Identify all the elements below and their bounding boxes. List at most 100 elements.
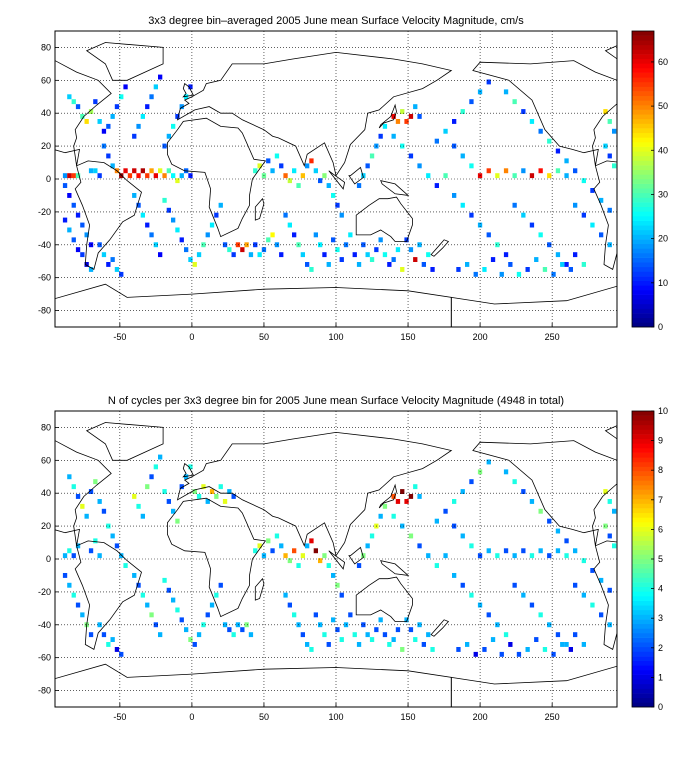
heatmap-cell — [607, 499, 612, 504]
heatmap-cell — [331, 573, 336, 578]
heatmap-cell — [106, 153, 111, 159]
heatmap-cell — [101, 508, 107, 514]
heatmap-cell — [67, 548, 72, 554]
heatmap-cell — [88, 267, 94, 272]
heatmap-cell — [179, 173, 184, 179]
heatmap-cell — [404, 119, 409, 124]
heatmap-cell — [84, 513, 89, 519]
heatmap-cell — [607, 207, 612, 213]
heatmap-cell — [339, 257, 344, 262]
heatmap-cell — [80, 252, 85, 258]
heatmap-cell — [417, 543, 422, 549]
heatmap-cell — [395, 247, 401, 253]
heatmap-cell — [140, 168, 145, 174]
colorbar-segment — [632, 91, 654, 97]
heatmap-cell — [166, 499, 171, 504]
heatmap-cell — [512, 173, 517, 179]
colorbar-segment — [632, 77, 654, 83]
heatmap-cell — [555, 252, 561, 258]
heatmap-cell — [395, 499, 401, 504]
heatmap-cell — [564, 538, 569, 544]
colorbar-segment — [632, 271, 654, 277]
heatmap-cell — [205, 232, 210, 238]
heatmap-cell — [309, 158, 314, 164]
heatmap-cell — [607, 119, 612, 124]
heatmap-cell — [153, 464, 158, 470]
heatmap-cell — [101, 632, 107, 638]
heatmap-cell — [158, 454, 163, 460]
heatmap-cell — [71, 99, 76, 105]
chart-title: 3x3 degree bin–averaged 2005 June mean S… — [148, 15, 524, 27]
heatmap-cell — [486, 168, 491, 174]
heatmap-cell — [240, 627, 245, 633]
heatmap-cell — [469, 99, 474, 105]
heatmap-cell — [153, 173, 158, 179]
heatmap-cell — [88, 168, 94, 174]
colorbar-segment — [632, 169, 654, 175]
coastline — [355, 196, 413, 242]
heatmap-cell — [75, 543, 81, 549]
heatmap-cell — [88, 548, 94, 554]
coastline — [55, 440, 112, 546]
heatmap-cell — [391, 114, 396, 119]
colorbar-segment — [632, 234, 654, 240]
colorbar-segment — [632, 266, 654, 272]
coastline — [472, 440, 617, 546]
heatmap-cell — [318, 622, 323, 628]
heatmap-cell — [547, 173, 552, 179]
heatmap-cell — [305, 163, 310, 169]
coastline — [176, 51, 453, 177]
heatmap-cell — [503, 252, 509, 258]
colorbar-segment — [632, 642, 654, 648]
colorbar-segment — [632, 485, 654, 490]
heatmap-cell — [452, 193, 457, 198]
heatmap-cell — [132, 133, 137, 139]
coastline — [176, 431, 453, 557]
heatmap-cell — [75, 494, 81, 499]
colorbar-segment — [632, 591, 654, 597]
heatmap-cell — [573, 202, 578, 208]
heatmap-cell — [253, 548, 258, 554]
heatmap-cell — [503, 632, 509, 638]
heatmap-cell — [434, 138, 439, 144]
colorbar-tick-label: 10 — [658, 278, 668, 288]
heatmap-cell — [378, 133, 383, 139]
colorbar-segment — [632, 165, 654, 171]
colorbar-segment — [632, 586, 654, 592]
heatmap-cell — [75, 173, 81, 179]
heatmap-cell — [473, 271, 478, 277]
heatmap-cell — [335, 247, 340, 253]
heatmap-cell — [326, 183, 331, 188]
heatmap-cell — [175, 114, 180, 119]
heatmap-cell — [296, 563, 301, 568]
heatmap-cell — [538, 232, 543, 238]
heatmap-cell — [279, 252, 284, 258]
x-tick-label: 100 — [328, 332, 343, 342]
heatmap-cell — [356, 563, 362, 568]
heatmap-cell — [477, 602, 483, 608]
heatmap-cell — [106, 123, 111, 129]
heatmap-cell — [417, 242, 422, 248]
heatmap-cell — [214, 212, 219, 218]
heatmap-cell — [227, 627, 232, 633]
colorbar-segment — [632, 559, 654, 564]
heatmap-cell — [348, 612, 353, 618]
heatmap-cell — [162, 173, 167, 179]
colorbar-segment — [632, 424, 654, 430]
y-tick-label: -20 — [38, 207, 51, 217]
heatmap-cell — [145, 222, 150, 228]
heatmap-cell — [361, 553, 366, 559]
colorbar-segment — [632, 44, 654, 50]
heatmap-cell — [495, 242, 500, 248]
colorbar: 0 1 2 3 4 5 6 7 8 9 10 — [631, 406, 668, 712]
x-tick-label: 200 — [473, 332, 488, 342]
coastline — [254, 577, 265, 601]
colorbar-segment — [632, 554, 654, 560]
colorbar-segment — [632, 503, 654, 509]
colorbar-segment — [632, 239, 654, 245]
heatmap-cell — [192, 489, 197, 494]
heatmap-cell — [400, 143, 405, 149]
colorbar-segment — [632, 285, 654, 291]
heatmap-cell — [382, 503, 388, 509]
